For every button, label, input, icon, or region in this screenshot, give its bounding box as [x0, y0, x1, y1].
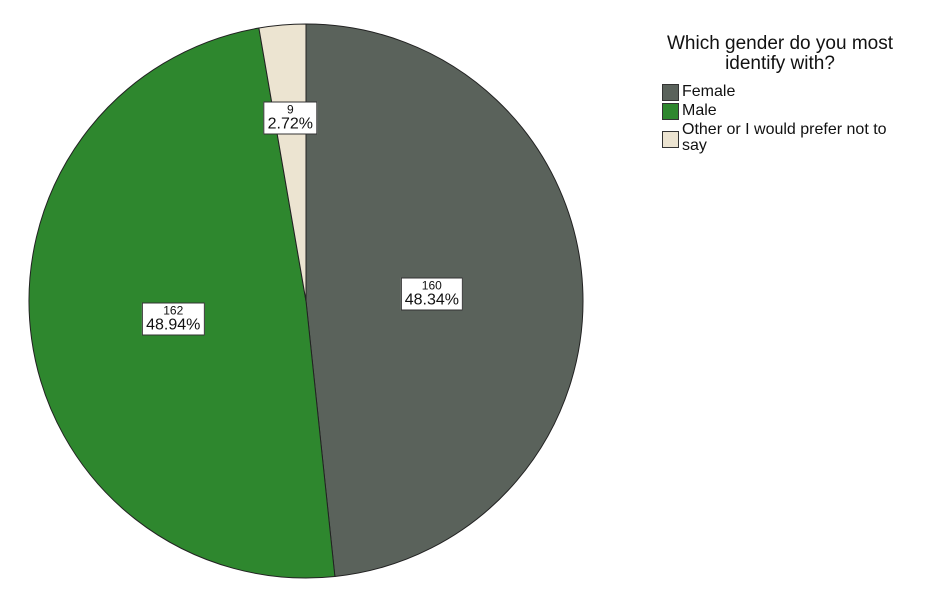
- data-label: 162 48.94%: [142, 302, 205, 336]
- data-label: 160 48.34%: [400, 277, 463, 311]
- pie-slice-other: [258, 23, 307, 302]
- legend-label: Male: [682, 102, 717, 119]
- legend-title: Which gender do you most identify with?: [666, 33, 893, 74]
- legend-label: Female: [682, 83, 736, 100]
- legend-swatch: [662, 84, 679, 101]
- legend-item-other: Other or I would prefer not to say: [662, 122, 910, 154]
- data-label-percent: 48.94%: [146, 316, 201, 334]
- data-label-count: 9: [286, 102, 294, 117]
- data-label: 9 2.72%: [263, 101, 317, 135]
- legend-swatch: [662, 131, 679, 148]
- data-label-percent: 48.34%: [404, 291, 459, 309]
- legend: Which gender do you most identify with? …: [660, 34, 910, 154]
- data-label-percent: 2.72%: [267, 115, 313, 133]
- legend-swatch: [662, 103, 679, 120]
- legend-item-female: Female: [662, 84, 910, 101]
- legend-item-male: Male: [662, 103, 910, 120]
- data-label-count: 160: [421, 278, 442, 293]
- legend-label: Other or I would prefer not to say: [682, 121, 887, 154]
- data-label-count: 162: [163, 303, 184, 318]
